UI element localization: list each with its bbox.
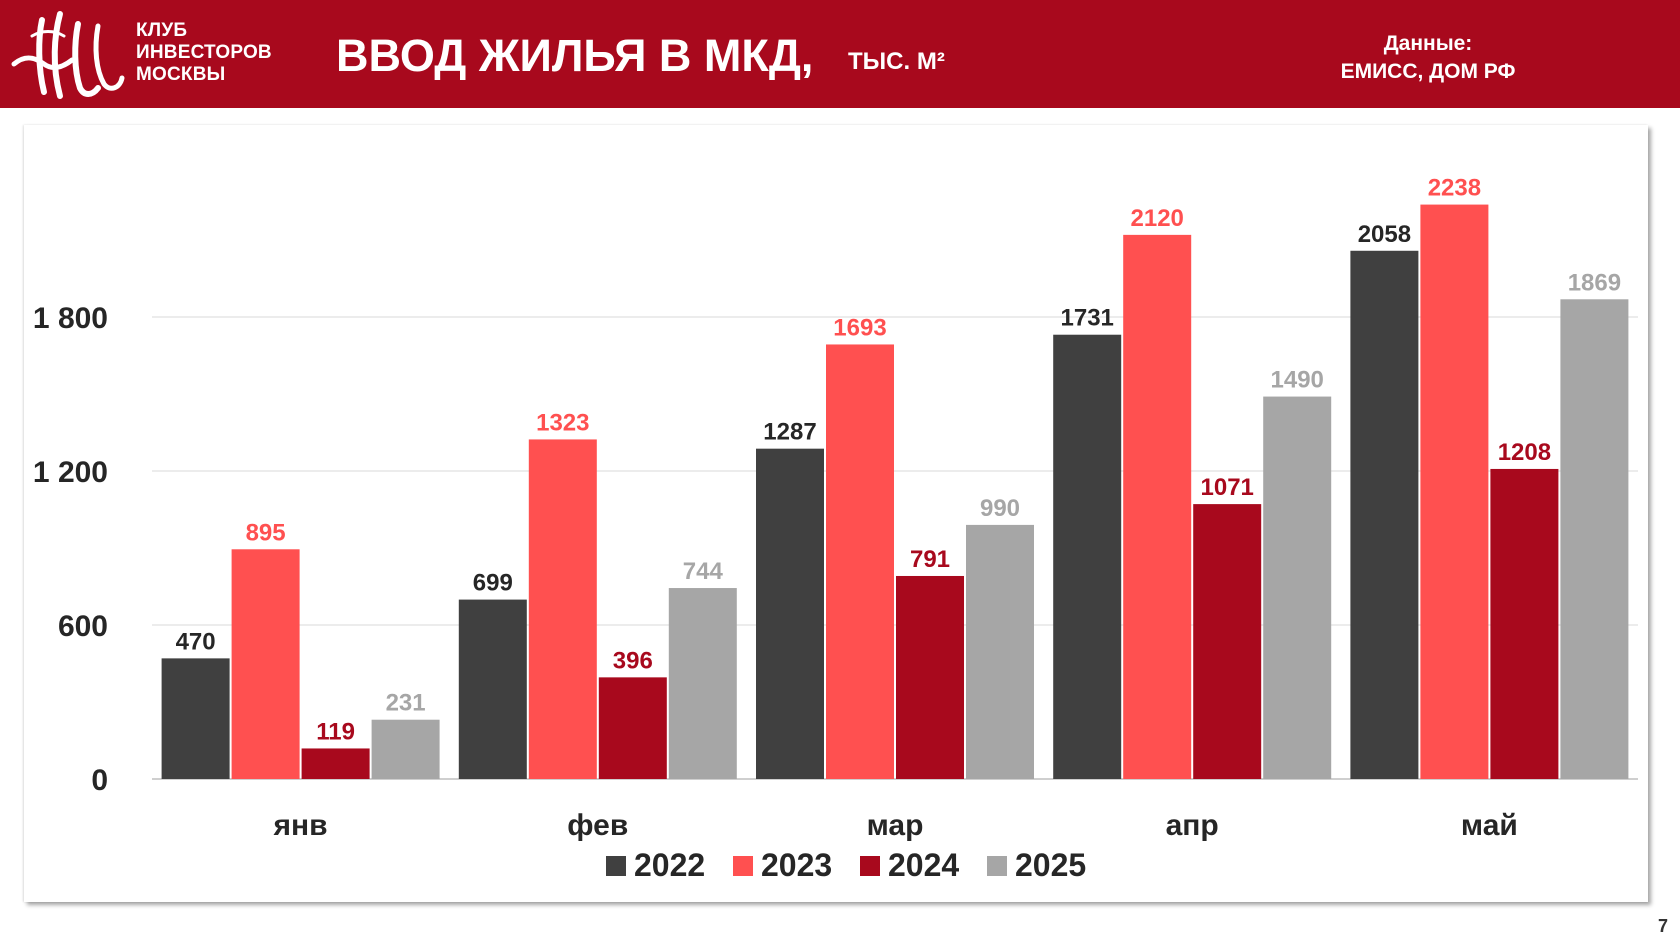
data-label: 699: [473, 570, 513, 597]
club-logo-text: КЛУБ ИНВЕСТОРОВ МОСКВЫ: [136, 20, 272, 86]
legend-swatch: [606, 856, 626, 876]
legend-swatch: [987, 856, 1007, 876]
bar-2023-май: [1420, 204, 1489, 779]
legend-label: 2025: [1015, 847, 1086, 883]
legend-swatch: [733, 856, 753, 876]
bar-2025-фев: [668, 588, 737, 779]
legend-swatch: [860, 856, 880, 876]
bar-2024-янв: [301, 748, 370, 779]
source-label: Данные:: [1383, 32, 1473, 55]
data-label: 1731: [1061, 305, 1114, 332]
data-source: Данные: ЕМИСС, ДОМ РФ: [1278, 30, 1578, 86]
bar-2024-апр: [1193, 504, 1262, 779]
bar-2022-фев: [458, 599, 527, 779]
bar-2022-янв: [161, 658, 230, 779]
data-label: 2238: [1428, 175, 1481, 202]
logo-line: КЛУБ: [136, 20, 188, 41]
y-tick-label: 600: [58, 610, 108, 643]
x-tick-label: фев: [567, 809, 628, 842]
bar-2023-мар: [826, 344, 894, 779]
bar-2025-май: [1560, 299, 1629, 779]
data-label: 1323: [536, 409, 589, 436]
legend-label: 2023: [761, 847, 832, 883]
x-tick-label: апр: [1166, 809, 1219, 842]
data-label: 895: [246, 519, 286, 546]
legend-label: 2024: [888, 847, 959, 883]
bar-2024-фев: [598, 677, 667, 779]
bar-2025-мар: [966, 524, 1034, 779]
data-label: 2058: [1358, 221, 1411, 248]
data-label: 1071: [1201, 474, 1254, 501]
data-label: 470: [176, 628, 216, 655]
title-unit: ТЫС. М²: [848, 48, 945, 75]
bar-chart: 0 600 1 200 1 800 470 895 119 231 янв 699 1323 396 7…: [33, 175, 1638, 883]
data-label: 1869: [1568, 269, 1621, 296]
data-label: 396: [613, 647, 653, 674]
data-label: 1693: [833, 314, 886, 341]
logo-line: МОСКВЫ: [136, 64, 226, 85]
data-label: 990: [980, 495, 1020, 522]
bar-2022-май: [1350, 250, 1419, 779]
x-tick-label: янв: [273, 809, 328, 842]
source-value: ЕМИСС, ДОМ РФ: [1340, 60, 1516, 83]
bar-2023-фев: [528, 439, 597, 779]
bar-2025-апр: [1263, 396, 1332, 779]
data-label: 744: [683, 558, 724, 585]
bar-2022-мар: [756, 448, 824, 779]
bar-2025-янв: [371, 719, 440, 779]
bar-2024-май: [1490, 468, 1559, 779]
y-tick-label: 1 200: [33, 456, 108, 489]
bar-2023-апр: [1123, 234, 1192, 779]
bar-2024-мар: [896, 575, 964, 779]
x-tick-label: мар: [867, 809, 924, 842]
logo-line: ИНВЕСТОРОВ: [136, 42, 272, 63]
y-tick-label: 1 800: [33, 302, 108, 335]
chart-panel: 0 600 1 200 1 800 470 895 119 231 янв 699 1323 396 7…: [24, 125, 1648, 902]
y-tick-label: 0: [91, 764, 108, 797]
data-label: 1287: [763, 419, 816, 446]
bar-2022-апр: [1053, 334, 1122, 779]
data-label: 119: [316, 718, 355, 745]
bar-2023-янв: [231, 549, 300, 779]
club-logo-icon: [11, 11, 125, 99]
data-label: 2120: [1131, 205, 1184, 232]
legend-label: 2022: [634, 847, 705, 883]
data-label: 791: [910, 546, 950, 573]
data-label: 231: [386, 690, 426, 717]
data-label: 1208: [1498, 439, 1551, 466]
x-tick-label: май: [1461, 809, 1518, 842]
page-title: ВВОД ЖИЛЬЯ В МКД,: [336, 30, 814, 81]
header-bar: КЛУБ ИНВЕСТОРОВ МОСКВЫ ВВОД ЖИЛЬЯ В МКД,…: [0, 0, 1680, 108]
data-label: 1490: [1271, 367, 1324, 394]
page-number: 7: [1657, 916, 1668, 936]
